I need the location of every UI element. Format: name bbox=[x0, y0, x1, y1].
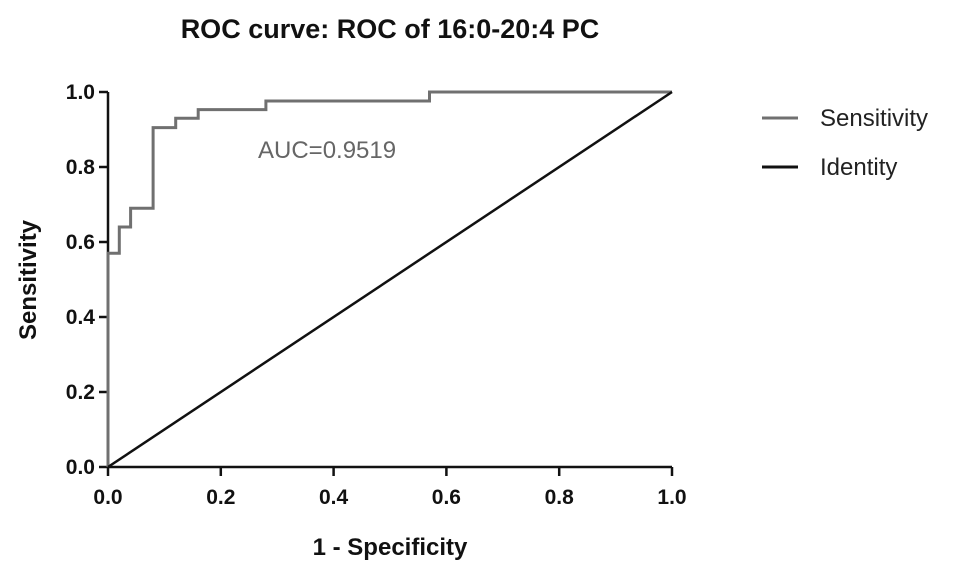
x-tick-label: 0.8 bbox=[545, 486, 575, 509]
x-tick-label: 0.0 bbox=[93, 486, 122, 509]
y-tick-label: 0.8 bbox=[66, 156, 96, 179]
y-axis-label: Sensitivity bbox=[15, 219, 42, 340]
plot-area: 0.0 0.2 0.4 0.6 0.8 1.0 0.0 0.2 0.4 0.6 0.8 1.0 bbox=[66, 81, 687, 509]
y-tick-label: 0.6 bbox=[66, 231, 95, 254]
x-tick-label: 0.4 bbox=[319, 486, 349, 509]
y-tick-label: 0.0 bbox=[66, 456, 95, 479]
series-line-sensitivity bbox=[106, 90, 672, 467]
x-axis-label: 1 - Specificity bbox=[313, 534, 468, 561]
x-tick-label: 0.2 bbox=[206, 486, 235, 509]
series-line-identity bbox=[107, 90, 673, 469]
x-tick-label: 0.6 bbox=[432, 486, 461, 509]
legend: Sensitivity Identity bbox=[762, 105, 928, 181]
chart-title: ROC curve: ROC of 16:0-20:4 PC bbox=[181, 14, 600, 44]
y-tick-label: 0.2 bbox=[66, 381, 95, 404]
y-tick-label: 1.0 bbox=[66, 81, 95, 104]
y-tick-label: 0.4 bbox=[66, 306, 96, 329]
legend-label: Sensitivity bbox=[820, 105, 928, 132]
auc-annotation: AUC=0.9519 bbox=[258, 137, 396, 164]
x-tick-label: 1.0 bbox=[657, 486, 686, 509]
legend-label: Identity bbox=[820, 154, 897, 181]
